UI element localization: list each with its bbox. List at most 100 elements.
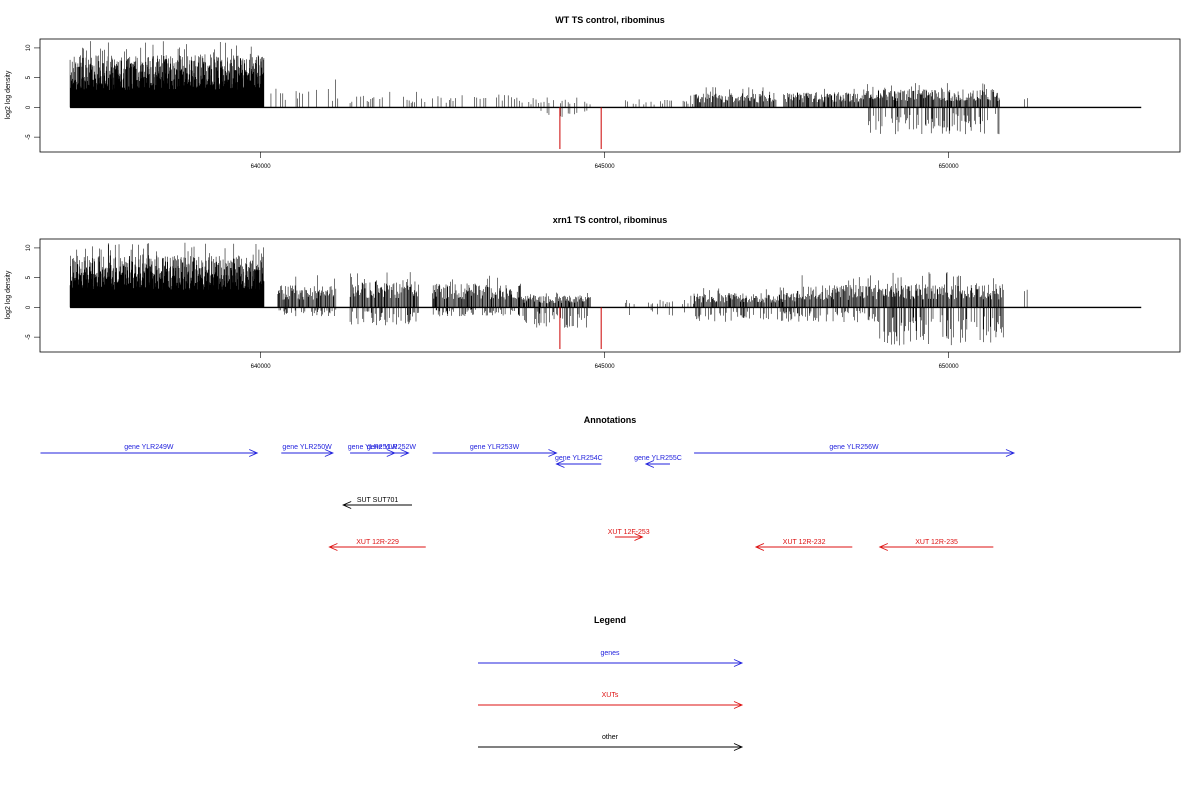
arrow-head xyxy=(249,449,259,457)
feature-label: gene YLR250W xyxy=(282,444,332,451)
legend-panel: Legend genes XUTs other xyxy=(478,615,744,751)
x-tick-label: 640000 xyxy=(251,364,272,370)
feature-label: gene YLR255C xyxy=(634,455,682,462)
legend-item: XUTs xyxy=(478,692,744,709)
arrow-head xyxy=(733,743,744,751)
feature-label: gene YLR252W xyxy=(367,444,417,451)
annotation-feature: gene YLR253W xyxy=(432,444,558,457)
arrow-head xyxy=(548,449,558,457)
feature-label: gene YLR251W xyxy=(348,444,398,451)
coverage-segment xyxy=(270,79,339,108)
arrow-head xyxy=(555,460,565,468)
feature-label: XUT 12R-235 xyxy=(915,539,958,546)
coverage-segment xyxy=(521,97,591,117)
annotation-feature: XUT 12R-235 xyxy=(878,539,994,551)
xrn1-y-axis-label: log2 log density xyxy=(5,270,12,319)
legend-title: Legend xyxy=(594,615,626,625)
y-tick-label: 5 xyxy=(26,275,32,279)
annotation-feature: XUT 12F-253 xyxy=(608,529,650,541)
arrow-head xyxy=(342,501,352,509)
legend-item: genes xyxy=(478,650,744,667)
annotations-title: Annotations xyxy=(584,415,637,425)
xrn1-panel-title: xrn1 TS control, ribominus xyxy=(553,215,668,225)
feature-label: XUT 12R-232 xyxy=(783,539,826,546)
coverage-segment xyxy=(879,272,1004,346)
annotation-feature: XUT 12R-232 xyxy=(754,539,853,551)
xrn1-coverage-bars xyxy=(69,242,1142,350)
wt-coverage-bars xyxy=(69,41,1142,150)
arrow-head xyxy=(400,449,410,457)
feature-label: SUT SUT701 xyxy=(357,497,399,504)
x-tick-label: 645000 xyxy=(595,164,616,170)
arrow-head xyxy=(878,543,888,551)
annotation-feature: SUT SUT701 xyxy=(342,497,412,509)
annotation-feature: gene YLR250W xyxy=(281,444,334,457)
y-tick-label: 10 xyxy=(26,44,32,51)
annotations-panel: Annotations gene YLR249W gene YLR250W gene… xyxy=(40,415,1016,551)
y-tick-label: -5 xyxy=(26,134,32,140)
coverage-segment xyxy=(521,292,591,328)
coverage-segment xyxy=(349,91,426,108)
feature-label: gene YLR256W xyxy=(829,444,879,451)
feature-label: gene YLR253W xyxy=(470,444,520,451)
arrow-head xyxy=(754,543,765,551)
y-tick-label: 0 xyxy=(26,305,32,309)
annotation-feature: XUT 12R-229 xyxy=(328,539,426,551)
coverage-segment xyxy=(1024,289,1028,308)
arrow-head xyxy=(324,449,334,457)
x-tick-label: 650000 xyxy=(939,364,960,370)
arrow-head xyxy=(733,701,744,709)
wt-coverage-panel: WT TS control, ribominus log2 log densit… xyxy=(5,15,1181,170)
legend-label: genes xyxy=(600,650,620,657)
coverage-segment xyxy=(693,87,777,108)
annotation-feature: gene YLR256W xyxy=(694,444,1016,457)
coverage-segment xyxy=(277,275,337,317)
feature-label: gene YLR254C xyxy=(555,455,603,462)
wt-panel-title: WT TS control, ribominus xyxy=(555,15,665,25)
coverage-segment xyxy=(796,275,880,323)
xrn1-x-axis: 640000 645000 650000 xyxy=(251,352,960,370)
x-tick-label: 640000 xyxy=(251,164,272,170)
coverage-segment xyxy=(432,275,522,317)
legend-label: XUTs xyxy=(602,692,619,699)
annotation-feature: gene YLR252W xyxy=(367,444,417,457)
x-tick-label: 645000 xyxy=(595,364,616,370)
y-tick-label: 10 xyxy=(26,244,32,251)
wt-y-axis-label: log2 log density xyxy=(5,70,12,119)
legend-item: other xyxy=(478,734,744,751)
x-tick-label: 650000 xyxy=(939,164,960,170)
xrn1-coverage-panel: xrn1 TS control, ribominus log2 log dens… xyxy=(5,215,1181,370)
coverage-segment xyxy=(693,287,798,322)
xrn1-plot-frame xyxy=(39,238,1181,353)
arrow-head xyxy=(1005,449,1016,457)
annotation-feature: gene YLR249W xyxy=(40,444,259,457)
coverage-segment xyxy=(624,95,693,108)
y-tick-label: -5 xyxy=(26,334,32,340)
legend-items: genes XUTs other xyxy=(478,650,744,751)
coverage-segment xyxy=(69,242,265,308)
coverage-segment xyxy=(432,94,520,108)
coverage-segment xyxy=(349,272,419,326)
annotation-feature: gene YLR254C xyxy=(555,455,603,468)
coverage-segment xyxy=(783,88,866,108)
wt-plot-frame xyxy=(39,38,1181,153)
arrow-head xyxy=(634,533,644,541)
coverage-segment xyxy=(865,83,1000,135)
feature-label: gene YLR249W xyxy=(124,444,174,451)
feature-label: XUT 12F-253 xyxy=(608,529,650,536)
wt-y-axis: -5 0 5 10 xyxy=(26,44,40,140)
y-tick-label: 0 xyxy=(26,105,32,109)
annotation-features: gene YLR249W gene YLR250W gene YLR251Wgene… xyxy=(40,444,1016,551)
coverage-segment xyxy=(69,41,265,108)
annotation-feature: gene YLR255C xyxy=(634,455,682,468)
coverage-segment xyxy=(1024,98,1028,108)
arrow-head xyxy=(328,543,338,551)
arrow-head xyxy=(644,460,655,468)
arrow-head xyxy=(733,659,744,667)
y-tick-label: 5 xyxy=(26,75,32,79)
coverage-segment xyxy=(624,295,694,316)
feature-label: XUT 12R-229 xyxy=(356,539,399,546)
xrn1-y-axis: -5 0 5 10 xyxy=(26,244,40,340)
wt-x-axis: 640000 645000 650000 xyxy=(251,152,960,170)
